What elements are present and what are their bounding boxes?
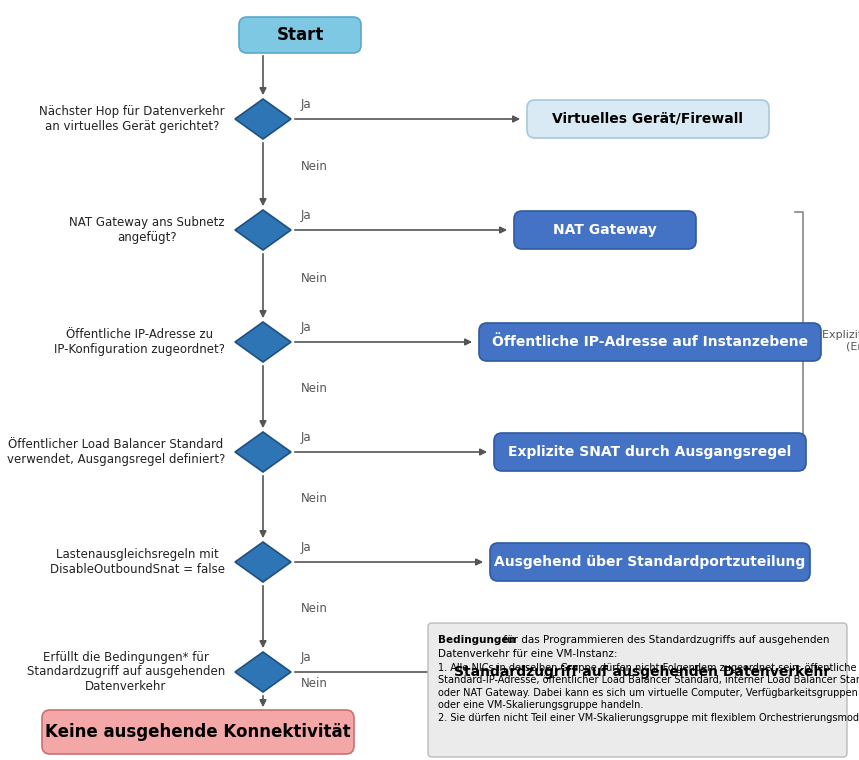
Text: Virtuelles Gerät/Firewall: Virtuelles Gerät/Firewall xyxy=(552,112,744,126)
FancyBboxPatch shape xyxy=(494,433,806,471)
Polygon shape xyxy=(235,322,291,362)
Text: Ja: Ja xyxy=(301,431,311,444)
Polygon shape xyxy=(235,652,291,692)
Polygon shape xyxy=(235,210,291,250)
Text: Nein: Nein xyxy=(301,492,328,505)
Text: Nein: Nein xyxy=(301,677,328,690)
Text: Standardzugriff auf ausgehenden Datenverkehr: Standardzugriff auf ausgehenden Datenver… xyxy=(454,665,830,679)
FancyBboxPatch shape xyxy=(527,100,769,138)
Text: Ja: Ja xyxy=(301,98,311,111)
Text: NAT Gateway ans Subnetz
angefügt?: NAT Gateway ans Subnetz angefügt? xyxy=(70,216,225,244)
Text: Keine ausgehende Konnektivität: Keine ausgehende Konnektivität xyxy=(46,723,350,741)
Text: Explizite SNAT-Methoden
(Empfehlungen): Explizite SNAT-Methoden (Empfehlungen) xyxy=(822,330,859,352)
Text: Ja: Ja xyxy=(301,651,311,664)
FancyBboxPatch shape xyxy=(428,623,847,757)
Text: Erfüllt die Bedingungen* für
Standardzugriff auf ausgehenden
Datenverkehr: Erfüllt die Bedingungen* für Standardzug… xyxy=(27,651,225,693)
Text: Öffentliche IP-Adresse auf Instanzebene: Öffentliche IP-Adresse auf Instanzebene xyxy=(492,335,808,349)
Text: Nein: Nein xyxy=(301,382,328,395)
Text: Öffentliche IP-Adresse zu
IP-Konfiguration zugeordnet?: Öffentliche IP-Adresse zu IP-Konfigurati… xyxy=(54,328,225,356)
Text: Ja: Ja xyxy=(301,321,311,334)
Text: Start: Start xyxy=(277,26,324,44)
Text: Datenverkehr für eine VM-Instanz:: Datenverkehr für eine VM-Instanz: xyxy=(438,649,618,659)
Text: NAT Gateway: NAT Gateway xyxy=(553,223,657,237)
Text: Bedingungen: Bedingungen xyxy=(438,635,516,645)
Text: Nächster Hop für Datenverkehr
an virtuelles Gerät gerichtet?: Nächster Hop für Datenverkehr an virtuel… xyxy=(40,105,225,133)
FancyBboxPatch shape xyxy=(514,211,696,249)
Polygon shape xyxy=(235,432,291,472)
Text: Nein: Nein xyxy=(301,271,328,284)
FancyBboxPatch shape xyxy=(239,17,361,53)
Text: Lastenausgleichsregeln mit
DisableOutboundSnat = false: Lastenausgleichsregeln mit DisableOutbou… xyxy=(50,548,225,576)
FancyBboxPatch shape xyxy=(461,653,823,691)
Text: Ja: Ja xyxy=(301,209,311,222)
FancyBboxPatch shape xyxy=(479,323,821,361)
Text: Nein: Nein xyxy=(301,160,328,173)
FancyBboxPatch shape xyxy=(490,543,810,581)
Text: 1. Alle NICs in derselben Gruppe dürfen nicht Folgendem zugeordnet sein: öffentl: 1. Alle NICs in derselben Gruppe dürfen … xyxy=(438,663,859,723)
Text: für das Programmieren des Standardzugriffs auf ausgehenden: für das Programmieren des Standardzugrif… xyxy=(500,635,830,645)
Text: Explizite SNAT durch Ausgangsregel: Explizite SNAT durch Ausgangsregel xyxy=(509,445,792,459)
Polygon shape xyxy=(235,542,291,582)
FancyBboxPatch shape xyxy=(42,710,354,754)
Text: Ausgehend über Standardportzuteilung: Ausgehend über Standardportzuteilung xyxy=(495,555,806,569)
Text: Nein: Nein xyxy=(301,603,328,616)
Text: Ja: Ja xyxy=(301,541,311,554)
Text: Öffentlicher Load Balancer Standard
verwendet, Ausgangsregel definiert?: Öffentlicher Load Balancer Standard verw… xyxy=(7,438,225,466)
Polygon shape xyxy=(235,99,291,139)
